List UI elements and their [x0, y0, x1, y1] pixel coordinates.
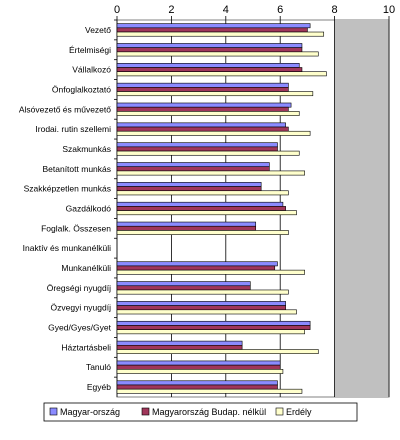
- bar-3: [116, 91, 314, 97]
- bar-3: [116, 230, 289, 235]
- bar-1: [116, 63, 300, 68]
- legend-swatch: [49, 407, 58, 416]
- legend: Magyar-ország Magyarország Budap. nélkül E…: [43, 402, 358, 422]
- bar-1: [116, 301, 286, 306]
- bar-3: [116, 51, 319, 57]
- bar-3: [116, 388, 303, 394]
- shaded-region: [334, 20, 389, 397]
- bar-1: [116, 261, 278, 267]
- category-label: Munkanélküli: [61, 263, 111, 273]
- category-label: Gazdálkodó: [66, 204, 112, 214]
- x-axis-ticks: 0 2 4 6 8 10: [114, 4, 395, 20]
- category-label: Öregségi nyugdíj: [47, 283, 111, 293]
- bar-2: [116, 325, 311, 330]
- legend-swatch: [141, 407, 150, 416]
- x-tick-label: 6: [277, 4, 283, 16]
- bar-1: [116, 320, 311, 326]
- bar-2: [116, 146, 278, 152]
- bar-3: [116, 309, 297, 315]
- bar-3: [116, 329, 305, 335]
- bar-2: [116, 106, 289, 112]
- bar-2: [116, 364, 281, 370]
- category-label: Alsóvezető és művezető: [19, 104, 111, 114]
- bar-1: [116, 281, 251, 287]
- bar-3: [116, 71, 327, 77]
- bars: [116, 23, 327, 394]
- bar-1: [116, 23, 311, 29]
- bar-2: [116, 225, 257, 231]
- bar-3: [116, 150, 300, 156]
- bar-1: [116, 201, 284, 207]
- category-label: Önfoglalkoztató: [52, 84, 111, 94]
- bar-2: [116, 206, 286, 211]
- category-label: Betanított munkás: [42, 164, 111, 174]
- category-label: Vállalkozó: [72, 65, 111, 75]
- legend-swatch: [275, 407, 284, 416]
- bar-3: [116, 190, 289, 196]
- category-label: Tanuló: [86, 362, 111, 372]
- category-label: Inaktív és munkanélküli: [23, 243, 111, 253]
- category-label: Értelmiségi: [69, 45, 111, 55]
- bar-2: [116, 305, 286, 311]
- category-label: Háztartásbeli: [61, 342, 111, 352]
- category-labels: Vezető Értelmiségi Vállalkozó Önfoglalkozta…: [19, 19, 117, 392]
- bar-2: [116, 285, 251, 291]
- legend-box: [43, 402, 358, 422]
- bar-2: [116, 186, 262, 192]
- bar-1: [116, 122, 286, 128]
- legend-label: Magyarország Budap. nélkül: [152, 407, 266, 417]
- legend-label: Magyar-ország: [60, 407, 120, 417]
- category-label: Foglalk. Összesen: [41, 223, 111, 233]
- bar-3: [116, 130, 311, 136]
- bar-3: [116, 369, 284, 374]
- bar-1: [116, 102, 292, 108]
- bar-1: [116, 82, 289, 88]
- x-tick-label: 8: [332, 4, 338, 16]
- bar-3: [116, 170, 305, 176]
- bar-2: [116, 166, 270, 172]
- x-tick-label: 4: [223, 4, 229, 16]
- bar-2: [116, 87, 289, 92]
- category-label: Egyéb: [87, 382, 111, 392]
- category-label: Özvegyi nyugdíj: [51, 303, 112, 313]
- x-tick-label: 0: [114, 4, 120, 16]
- bar-3: [116, 210, 297, 216]
- bar-3: [116, 31, 325, 37]
- bar-1: [116, 221, 257, 227]
- bar-2: [116, 344, 243, 350]
- legend-label: Erdély: [286, 407, 312, 417]
- bar-2: [116, 384, 278, 390]
- bar-2: [116, 27, 308, 33]
- bar-3: [116, 289, 289, 295]
- category-label: Szakmunkás: [62, 144, 111, 154]
- category-label: Szakképzetlen munkás: [24, 184, 111, 194]
- bar-1: [116, 360, 281, 366]
- bar-1: [116, 340, 243, 346]
- x-tick-label: 2: [168, 4, 174, 16]
- bar-2: [116, 67, 303, 73]
- category-label: Irodai. rutin szellemi: [35, 124, 111, 134]
- bar-3: [116, 111, 300, 116]
- bar-1: [116, 43, 303, 48]
- x-tick-label: 10: [383, 4, 395, 16]
- bar-2: [116, 47, 303, 53]
- bar-1: [116, 182, 262, 187]
- bar-2: [116, 126, 289, 132]
- bar-2: [116, 265, 276, 271]
- bar-3: [116, 349, 319, 354]
- bar-1: [116, 380, 278, 386]
- bar-3: [116, 269, 305, 275]
- bar-1: [116, 142, 278, 148]
- bar-1: [116, 162, 270, 168]
- category-label: Vezető: [85, 25, 111, 35]
- category-label: Gyed/Gyes/Gyet: [48, 323, 111, 333]
